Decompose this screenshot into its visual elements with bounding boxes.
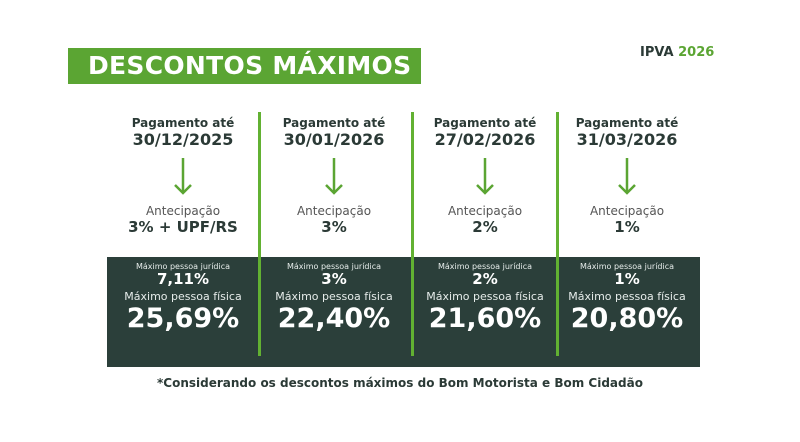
pf-label: Máximo pessoa física — [568, 290, 686, 303]
antecipacao-value: 3% + UPF/RS — [128, 218, 238, 236]
discount-panel — [107, 257, 700, 367]
column-divider — [556, 112, 559, 356]
pf-value: 25,69% — [126, 303, 240, 334]
antecipacao-label: Antecipação — [447, 204, 523, 218]
ipva-label: IPVA — [640, 45, 674, 60]
ipva-year: 2026 — [678, 45, 715, 60]
pj-label: Máximo pessoa jurídica — [286, 262, 382, 271]
payment-column: Pagamento até 30/01/2026 Antecipação 3% … — [259, 116, 409, 335]
antecipacao-value: 2% — [472, 218, 498, 236]
pj-value: 7,11% — [156, 270, 210, 288]
payment-label: Pagamento até — [131, 116, 235, 130]
payment-column: Pagamento até 27/02/2026 Antecipação 2% … — [410, 116, 560, 335]
pf-value: 21,60% — [428, 303, 542, 334]
arrow-down-icon — [476, 158, 494, 195]
pj-label: Máximo pessoa jurídica — [437, 262, 533, 271]
arrow-down-icon — [325, 158, 343, 195]
pf-label: Máximo pessoa física — [124, 290, 242, 303]
pf-value: 22,40% — [277, 303, 391, 334]
payment-date: 30/01/2026 — [283, 130, 385, 149]
title-banner: DESCONTOS MÁXIMOS — [68, 48, 421, 84]
pj-value: 1% — [614, 270, 640, 288]
antecipacao-value: 3% — [321, 218, 347, 236]
payment-column: Pagamento até 30/12/2025 Antecipação 3% … — [108, 116, 258, 335]
arrow-down-icon — [174, 158, 192, 195]
payment-column: Pagamento até 31/03/2026 Antecipação 1% … — [552, 116, 702, 335]
payment-label: Pagamento até — [282, 116, 386, 130]
pj-label: Máximo pessoa jurídica — [135, 262, 231, 271]
payment-label: Pagamento até — [575, 116, 679, 130]
arrow-down-icon — [618, 158, 636, 195]
pj-label: Máximo pessoa jurídica — [579, 262, 675, 271]
payment-date: 30/12/2025 — [132, 130, 234, 149]
column-divider — [411, 112, 414, 356]
payment-date: 31/03/2026 — [576, 130, 678, 149]
antecipacao-label: Antecipação — [589, 204, 665, 218]
antecipacao-value: 1% — [614, 218, 640, 236]
pf-value: 20,80% — [570, 303, 684, 334]
footnote: *Considerando os descontos máximos do Bo… — [157, 376, 643, 390]
pj-value: 3% — [321, 270, 347, 288]
pj-value: 2% — [472, 270, 498, 288]
ipva-year-label: IPVA 2026 — [640, 45, 714, 60]
antecipacao-label: Antecipação — [145, 204, 221, 218]
column-divider — [258, 112, 261, 356]
payment-label: Pagamento até — [433, 116, 537, 130]
payment-date: 27/02/2026 — [434, 130, 536, 149]
pf-label: Máximo pessoa física — [275, 290, 393, 303]
pf-label: Máximo pessoa física — [426, 290, 544, 303]
antecipacao-label: Antecipação — [296, 204, 372, 218]
